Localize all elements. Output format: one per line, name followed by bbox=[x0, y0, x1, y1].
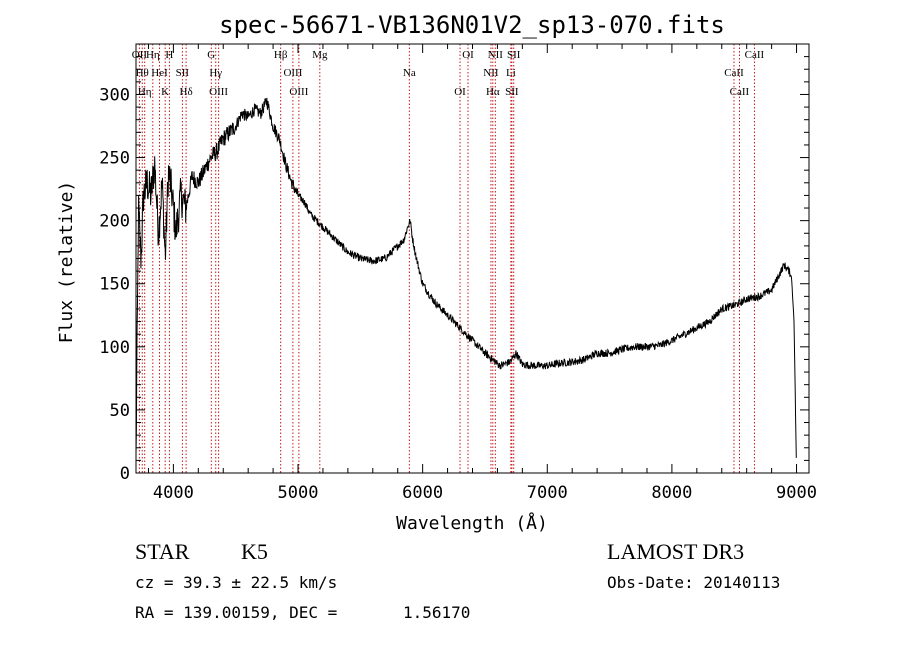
marker-label: HeI bbox=[151, 67, 168, 79]
object-subclass: K5 bbox=[241, 539, 268, 564]
marker-label: OIII bbox=[209, 86, 228, 98]
y-tick-label: 0 bbox=[120, 464, 130, 484]
marker-label: OIII bbox=[289, 86, 308, 98]
coordinates-prefix: RA = 139.00159, DEC = bbox=[135, 603, 338, 622]
plot-frame bbox=[135, 43, 810, 474]
marker-label: H bbox=[165, 49, 173, 61]
marker-label: SII bbox=[507, 49, 521, 61]
marker-label: CaII bbox=[724, 67, 744, 79]
x-tick-label: 4000 bbox=[153, 483, 194, 503]
y-tick-label: 250 bbox=[99, 149, 130, 169]
line-markers bbox=[138, 44, 755, 473]
x-tick-label: 9000 bbox=[776, 483, 817, 503]
marker-label: K bbox=[161, 86, 169, 98]
marker-label: CaII bbox=[745, 49, 765, 61]
marker-label: Hθ bbox=[136, 67, 149, 79]
marker-label: Mg bbox=[312, 49, 328, 61]
spectrum-line bbox=[135, 97, 797, 458]
marker-label: OI bbox=[462, 49, 474, 61]
dec-value: 1.56170 bbox=[403, 603, 471, 622]
marker-label: Hβ bbox=[274, 49, 288, 61]
survey-name: LAMOST DR3 bbox=[607, 539, 745, 564]
x-tick-label: 8000 bbox=[651, 483, 692, 503]
marker-label: NII bbox=[488, 49, 504, 61]
marker-label: OIII bbox=[283, 67, 302, 79]
marker-label: Hδ bbox=[180, 86, 193, 98]
y-tick-label: 200 bbox=[99, 212, 130, 232]
marker-label: Li bbox=[506, 67, 516, 79]
y-tick-label: 150 bbox=[99, 275, 130, 295]
marker-label: NII bbox=[483, 67, 499, 79]
marker-label: Hα bbox=[486, 86, 500, 98]
marker-label: SII bbox=[505, 86, 519, 98]
marker-label: Na bbox=[403, 67, 416, 79]
x-tick-label: 5000 bbox=[278, 483, 319, 503]
x-tick-label: 7000 bbox=[527, 483, 568, 503]
obs-date: Obs-Date: 20140113 bbox=[607, 573, 781, 592]
redshift-text: cz = 39.3 ± 22.5 km/s bbox=[135, 573, 338, 592]
marker-label: SII bbox=[176, 67, 190, 79]
y-axis-label: Flux (relative) bbox=[56, 181, 77, 344]
x-axis: 4000 5000 6000 7000 8000 9000 bbox=[147, 44, 817, 503]
line-marker-labels: OIIHθHηHηHeIKHSIIHδGHγOIIIHβOIIIOIIIMgNa… bbox=[132, 49, 765, 98]
object-class: STAR bbox=[135, 539, 190, 564]
y-axis: 0 50 100 150 200 250 300 bbox=[99, 43, 809, 484]
marker-label: OI bbox=[454, 86, 466, 98]
marker-label: Hη bbox=[146, 49, 160, 61]
marker-label: Hη bbox=[138, 86, 152, 98]
x-axis-label: Wavelength (Å) bbox=[396, 512, 548, 534]
x-tick-label: 6000 bbox=[402, 483, 443, 503]
y-tick-label: 100 bbox=[99, 338, 130, 358]
marker-label: Hγ bbox=[209, 67, 222, 79]
y-tick-label: 300 bbox=[99, 85, 130, 105]
marker-label: CaII bbox=[730, 86, 750, 98]
y-tick-label: 50 bbox=[110, 401, 130, 421]
marker-label: G bbox=[207, 49, 215, 61]
chart-title: spec-56671-VB136N01V2_sp13-070.fits bbox=[219, 11, 725, 39]
